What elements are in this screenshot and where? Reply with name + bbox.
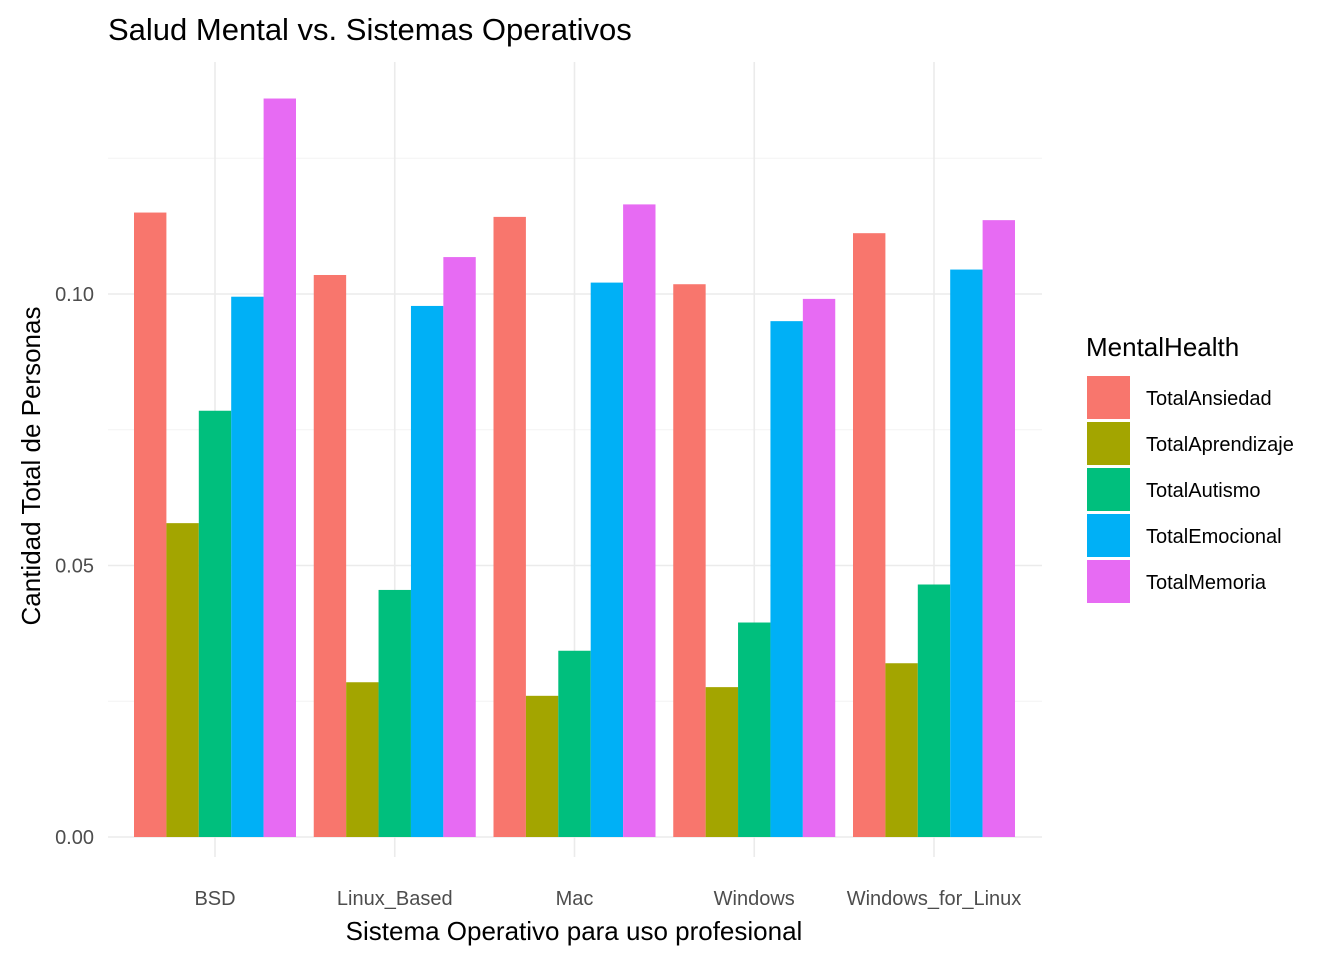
bar-TotalAprendizaje-BSD (166, 523, 199, 837)
legend-key-TotalEmocional (1087, 514, 1130, 557)
bar-TotalAnsiedad-Mac (493, 216, 526, 838)
bar-TotalAutismo-Mac (558, 650, 591, 837)
legend-key-TotalAutismo (1087, 468, 1130, 511)
bar-TotalAnsiedad-Windows (673, 284, 706, 837)
x-tick-label: Windows_for_Linux (847, 888, 1022, 910)
bar-TotalEmocional-Linux_Based (410, 305, 444, 837)
x-tick-label: Linux_Based (337, 888, 453, 910)
x-tick-label: Mac (556, 888, 594, 910)
bar-TotalAprendizaje-Windows_for_Linux (885, 663, 918, 837)
bar-TotalAutismo-BSD (198, 410, 232, 837)
legend-key-TotalMemoria (1087, 560, 1130, 603)
x-tick-label: Windows (714, 888, 795, 910)
legend-label: TotalMemoria (1146, 572, 1267, 594)
legend-key-TotalAprendizaje (1087, 422, 1130, 465)
legend-label: TotalAnsiedad (1146, 388, 1272, 410)
bar-TotalAprendizaje-Mac (525, 695, 559, 837)
bar-TotalAutismo-Windows (738, 622, 771, 837)
y-axis-title: Cantidad Total de Personas (16, 307, 46, 626)
bar-TotalEmocional-Windows (770, 321, 803, 837)
chart-title: Salud Mental vs. Sistemas Operativos (108, 12, 632, 47)
bars (134, 98, 1015, 838)
bar-TotalAutismo-Linux_Based (378, 589, 411, 837)
y-axis-ticks: 0.00 0.05 0.10 (55, 284, 94, 849)
y-tick-label: 0.00 (55, 827, 94, 849)
legend-label: TotalEmocional (1146, 526, 1282, 548)
bar-TotalEmocional-BSD (231, 296, 264, 838)
x-tick-label: BSD (194, 888, 235, 910)
bar-TotalAprendizaje-Linux_Based (346, 682, 379, 837)
bar-TotalAnsiedad-Windows_for_Linux (853, 233, 886, 837)
bar-TotalMemoria-BSD (263, 98, 296, 837)
y-tick-label: 0.05 (55, 556, 94, 578)
legend-title: MentalHealth (1086, 332, 1239, 362)
legend-label: TotalAutismo (1146, 480, 1261, 502)
y-tick-label: 0.10 (55, 284, 94, 306)
bar-TotalEmocional-Mac (590, 282, 624, 837)
bar-TotalAnsiedad-BSD (134, 212, 167, 838)
bar-TotalEmocional-Windows_for_Linux (950, 269, 983, 837)
x-axis-title: Sistema Operativo para uso profesional (346, 916, 803, 946)
bar-TotalAnsiedad-Linux_Based (313, 274, 347, 837)
x-axis-ticks: BSD Linux_Based Mac Windows Windows_for_Linu… (194, 888, 1021, 910)
legend-label: TotalAprendizaje (1146, 434, 1294, 456)
bar-TotalMemoria-Linux_Based (443, 257, 476, 837)
legend: MentalHealth TotalAnsiedad TotalAprendiza… (1086, 332, 1294, 603)
bar-TotalMemoria-Windows_for_Linux (982, 220, 1015, 838)
legend-key-TotalAnsiedad (1087, 376, 1130, 419)
bar-TotalAutismo-Windows_for_Linux (917, 584, 951, 837)
bar-TotalMemoria-Mac (623, 204, 656, 837)
bar-TotalMemoria-Windows (802, 298, 836, 838)
bar-TotalAprendizaje-Windows (705, 687, 739, 837)
